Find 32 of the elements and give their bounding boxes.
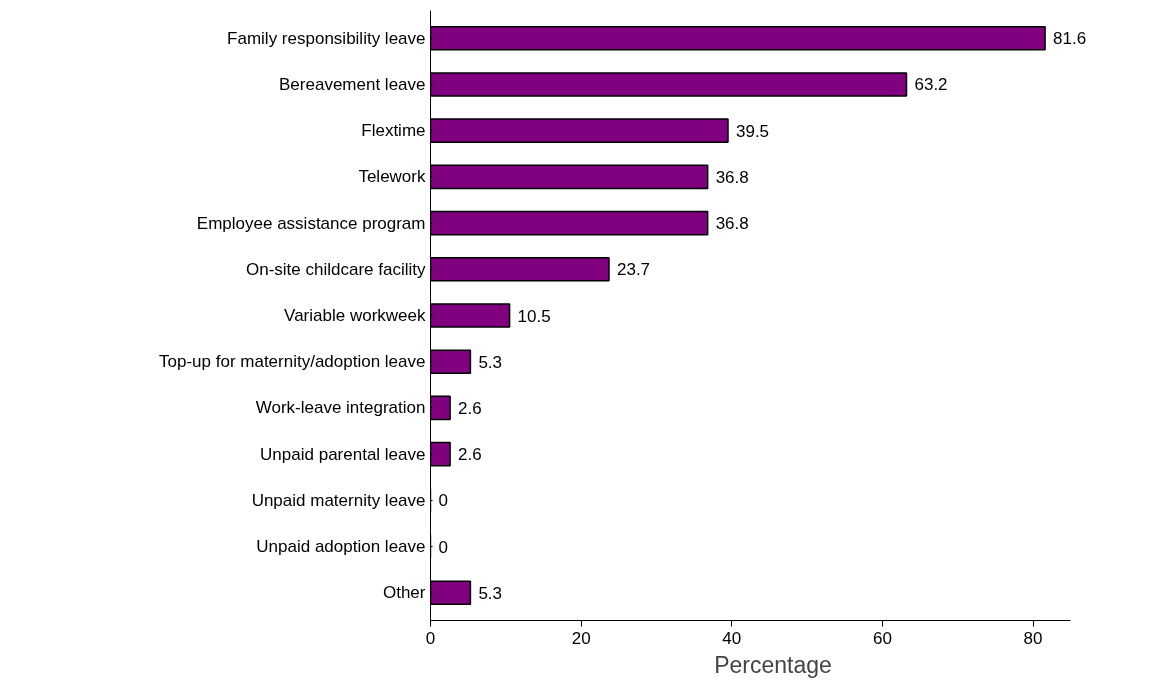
data-label: 36.8 <box>715 167 749 187</box>
y-tick-label: Unpaid adoption leave <box>256 537 426 557</box>
data-label: 39.5 <box>736 121 770 141</box>
data-label: 63.2 <box>914 75 948 95</box>
data-label: 5.3 <box>478 583 503 603</box>
data-label: 0 <box>438 537 448 557</box>
y-tick-label: On-site childcare facility <box>246 259 426 279</box>
x-tick-label: 60 <box>872 628 892 648</box>
data-label: 2.6 <box>458 445 482 465</box>
data-label: 36.8 <box>715 214 749 234</box>
x-tick-label: 20 <box>571 628 591 648</box>
y-tick-label: Employee assistance program <box>196 213 426 233</box>
y-tick-label: Telework <box>358 167 426 187</box>
data-label: 23.7 <box>617 260 651 280</box>
x-tick-label: 80 <box>1023 628 1043 648</box>
y-tick-label: Variable workweek <box>284 306 426 325</box>
y-tick-label: Work-leave integration <box>255 398 426 418</box>
y-tick-label: Top-up for maternity/adoption leave <box>159 352 426 372</box>
x-tick-label: 40 <box>722 628 742 648</box>
y-tick-label: Other <box>382 583 426 603</box>
y-tick-label: Unpaid parental leave <box>260 444 426 464</box>
data-label: 10.5 <box>517 306 551 326</box>
y-tick-label: Unpaid maternity leave <box>251 490 426 510</box>
data-label: 81.6 <box>1053 29 1087 49</box>
data-label: 5.3 <box>478 352 503 372</box>
data-label: 0 <box>438 491 448 511</box>
y-tick-label: Flextime <box>361 121 426 141</box>
y-tick-label: Bereavement leave <box>279 74 426 94</box>
x-axis-title: Percentage <box>714 651 832 678</box>
data-label: 2.6 <box>458 398 482 418</box>
x-tick-label: 0 <box>425 628 436 648</box>
y-tick-label: Family responsibility leave <box>227 28 426 48</box>
